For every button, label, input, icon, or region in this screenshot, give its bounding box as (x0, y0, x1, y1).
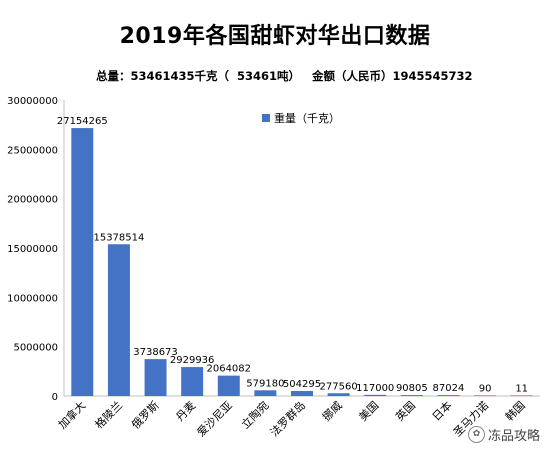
chart-title: 2019年各国甜虾对华出口数据 (119, 24, 431, 49)
y-tick-label: 5000000 (13, 343, 58, 354)
bar (474, 395, 497, 396)
chart-subtitle: 总量：53461435千克（ 53461吨） 金额（人民币）1945545732 (96, 69, 473, 83)
wechat-icon: ✿ (467, 426, 485, 443)
data-label: 3738673 (133, 347, 178, 358)
bar (71, 128, 94, 396)
data-label: 2064082 (206, 364, 251, 375)
category-label: 英国 (393, 398, 418, 423)
category-label: 韩国 (502, 398, 527, 423)
bar (291, 391, 313, 396)
data-label: 277560 (320, 381, 358, 392)
bar (107, 244, 130, 396)
category-label: 俄罗斯 (129, 399, 162, 432)
bar (327, 393, 350, 396)
watermark: ✿ 冻品攻略 (467, 425, 540, 444)
y-tick-label: 25000000 (7, 145, 58, 156)
bar (217, 375, 240, 396)
bar (437, 395, 460, 396)
bar (181, 367, 204, 396)
category-label: 丹麦 (174, 399, 199, 424)
y-tick-label: 20000000 (7, 195, 58, 206)
legend-swatch (262, 114, 270, 122)
bar (510, 395, 533, 396)
category-label: 美国 (357, 399, 382, 424)
y-tick-label: 15000000 (7, 244, 58, 255)
watermark-text: 冻品攻略 (487, 429, 540, 444)
y-tick-label: 0 (52, 392, 58, 403)
data-label: 27154265 (57, 116, 108, 127)
category-label: 立陶宛 (238, 398, 271, 431)
data-label: 15378514 (93, 232, 144, 243)
data-label: 87024 (433, 383, 465, 394)
bar (144, 359, 167, 396)
data-label: 117000 (356, 383, 394, 394)
bar (400, 395, 423, 396)
category-label: 日本 (429, 398, 454, 423)
bar (364, 394, 387, 396)
bar (254, 390, 277, 396)
category-label: 挪威 (319, 398, 344, 423)
data-label: 90 (479, 383, 492, 394)
data-label: 90805 (396, 383, 428, 394)
data-label: 579180 (246, 378, 284, 389)
category-label: 爱沙尼亚 (195, 399, 235, 439)
category-label: 法罗群岛 (267, 398, 308, 439)
category-label: 加拿大 (55, 398, 88, 431)
data-label: 504295 (283, 379, 321, 390)
data-label: 2929936 (170, 355, 215, 366)
y-tick-label: 10000000 (7, 293, 58, 304)
category-label: 格陵兰 (92, 398, 125, 431)
legend-label: 重量（千克） (274, 111, 340, 125)
data-label: 11 (515, 383, 528, 394)
y-tick-label: 30000000 (7, 96, 58, 107)
